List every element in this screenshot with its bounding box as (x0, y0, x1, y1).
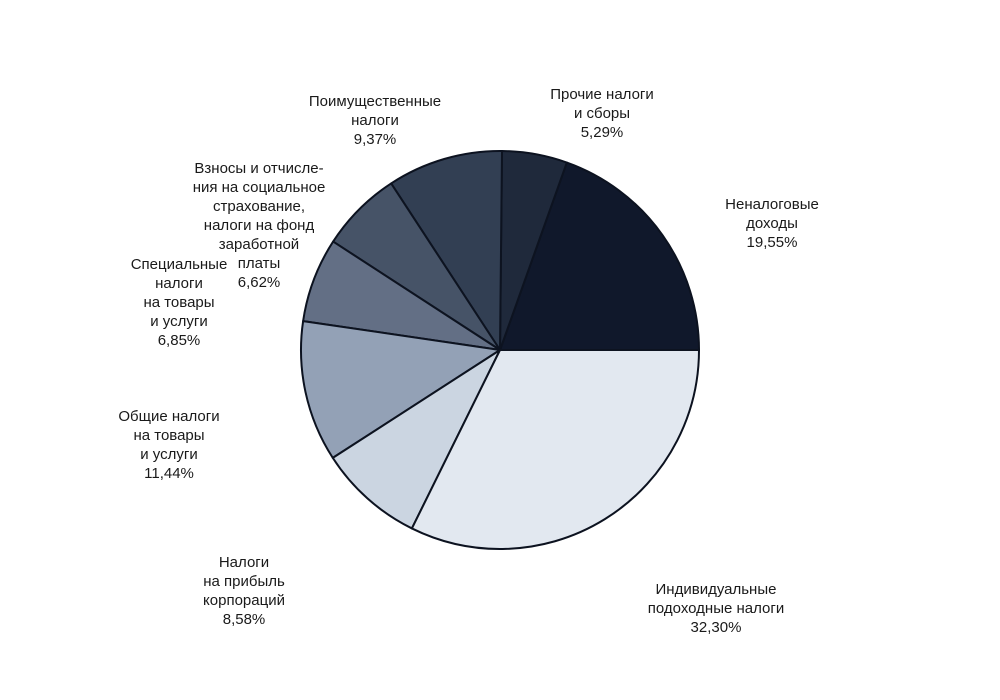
label-value: 19,55% (746, 234, 798, 251)
label-line: Специальные (130, 256, 228, 273)
label-value: 6,62% (237, 274, 281, 291)
label-line: налоги (155, 275, 203, 292)
slice-label-property-taxes: Поимущественные налоги 9,37% (309, 92, 441, 149)
slice-label-nonTax: Неналоговые доходы 19,55% (725, 195, 819, 252)
label-line: и сборы (573, 105, 631, 122)
label-line: доходы (746, 215, 798, 232)
pie-outline (300, 150, 700, 550)
label-line: подоходные налоги (647, 600, 785, 617)
label-line: Индивидуальные (655, 581, 777, 598)
label-line: заработной (218, 236, 300, 253)
label-value: 5,29% (580, 124, 624, 141)
slice-label-special-taxes: Специальные налоги на товары и услуги 6,… (131, 255, 228, 350)
label-line: на товары (133, 427, 205, 444)
label-value: 11,44% (144, 465, 194, 482)
label-value: 8,58% (222, 611, 266, 628)
label-line: Взносы и отчисле- (194, 160, 324, 177)
slice-label-social-contributions: Взносы и отчисле- ния на социальное стра… (193, 159, 326, 292)
label-value: 9,37% (353, 131, 397, 148)
slice-label-other-taxes: Прочие налоги и сборы 5,29% (550, 85, 654, 142)
slice-label-personal-income-taxes: Индивидуальные подоходные налоги 32,30% (648, 580, 784, 637)
label-line: на товары (143, 294, 215, 311)
label-value: 32,30% (690, 619, 742, 636)
label-value: 6,85% (157, 332, 201, 349)
label-line: и услуги (140, 446, 198, 463)
label-line: налоги (351, 112, 399, 129)
label-line: на прибыль (203, 573, 285, 590)
slice-label-general-taxes: Общие налоги на товары и услуги 11,44% (118, 407, 219, 483)
label-line: Общие налоги (118, 408, 220, 425)
label-line: налоги на фонд (203, 217, 315, 234)
slice-label-corporate-taxes: Налоги на прибыль корпораций 8,58% (203, 553, 285, 629)
label-line: Поимущественные (308, 93, 442, 110)
label-line: Прочие налоги (550, 86, 654, 103)
label-line: платы (237, 255, 281, 272)
label-line: корпораций (203, 592, 285, 609)
label-line: ния на социальное (192, 179, 326, 196)
label-line: Налоги (218, 554, 270, 571)
label-line: страхование, (212, 198, 306, 215)
label-line: Неналоговые (725, 196, 819, 213)
label-line: и услуги (150, 313, 208, 330)
